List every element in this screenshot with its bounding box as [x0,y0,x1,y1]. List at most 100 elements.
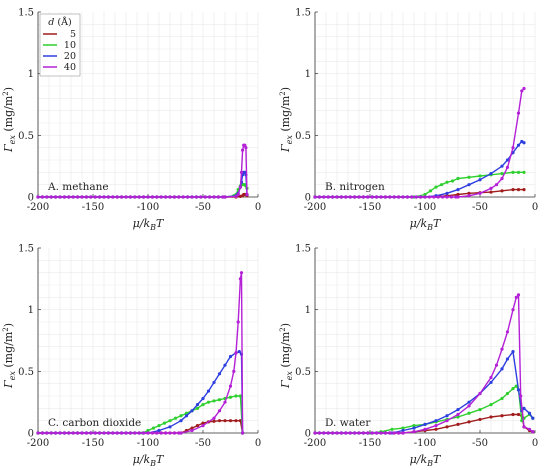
data-point [412,430,416,434]
data-point [212,416,216,420]
data-point [392,431,396,435]
data-point [379,431,383,435]
data-point [228,395,233,399]
data-point [511,387,515,391]
data-point [111,431,115,435]
panel-title: D. water [325,417,371,429]
y-tick-label: 0.5 [295,131,311,142]
data-point [505,165,510,169]
data-point [489,380,493,385]
x-tick-label: 0 [255,438,261,449]
data-point [80,431,84,435]
data-point [449,195,453,199]
data-point [527,427,532,431]
data-point [489,415,493,419]
data-point [317,431,321,435]
data-point [76,195,80,199]
data-point [489,403,493,407]
data-point [489,171,493,176]
data-point [234,394,238,398]
y-tick-label: 0.5 [18,367,34,378]
x-axis-label: μ/kBT [410,217,442,232]
x-tick-label: -100 [137,438,159,449]
data-point [159,195,163,199]
data-point [500,189,504,193]
data-point [58,195,62,199]
data-point [412,424,416,428]
data-point [317,195,321,199]
data-point [522,86,526,91]
data-point [494,183,499,187]
data-point [505,158,510,162]
data-point [401,431,405,435]
data-point [361,431,365,435]
data-point [236,192,240,197]
data-point [489,375,493,380]
data-point [243,143,247,147]
data-point [212,399,216,403]
data-point [505,357,510,361]
data-point [348,195,352,199]
data-point [237,350,241,354]
data-point [146,431,150,435]
y-tick-label: 1.5 [295,244,311,255]
data-point [500,176,504,181]
data-point [208,195,212,199]
data-point [516,143,521,147]
x-tick-label: -150 [82,438,104,449]
data-point [137,431,141,435]
data-point [179,414,183,418]
data-point [366,431,370,435]
data-point [423,192,427,197]
data-point [49,431,53,435]
data-point [228,354,233,359]
data-point [335,431,339,435]
data-point [434,427,438,431]
data-point [181,195,185,199]
data-point [478,417,482,422]
data-point [439,183,444,187]
data-point [172,431,176,435]
data-point [434,185,438,189]
y-axis-label: Γex (mg/m2) [279,87,294,153]
data-point [190,195,194,199]
data-point [366,195,370,199]
data-point [40,431,45,435]
data-point [322,195,326,199]
data-point [401,195,405,199]
data-point [111,195,115,199]
data-point [339,431,343,435]
data-point [80,195,84,199]
data-point [511,412,515,417]
panel-2: -200 -150 -100 -50 0 0 0.5 1 1.5 μ/kBT Γex (mg/m2)… [279,8,538,233]
data-point [467,183,471,187]
data-point [505,330,510,334]
data-point [157,424,161,428]
grid [37,12,259,198]
series-d40 [313,86,526,199]
data-point [71,431,75,435]
data-point [522,141,526,145]
series-line [315,294,534,434]
data-point [168,195,172,199]
data-point [467,404,471,408]
data-point [241,431,245,435]
data-point [410,195,414,199]
data-point [353,195,357,199]
data-point [516,293,521,297]
data-point [516,388,521,392]
data-point [339,195,343,199]
data-point [228,384,233,388]
data-point [84,431,88,435]
data-point [238,394,242,398]
data-point [98,431,102,435]
data-point [423,422,427,426]
data-point [146,195,150,199]
data-point [190,409,194,413]
data-point [195,403,200,407]
series-line [315,88,525,198]
data-point [331,431,335,435]
y-tick-label: 1.5 [295,8,311,19]
data-point [168,419,172,423]
x-tick-label: -100 [414,438,436,449]
